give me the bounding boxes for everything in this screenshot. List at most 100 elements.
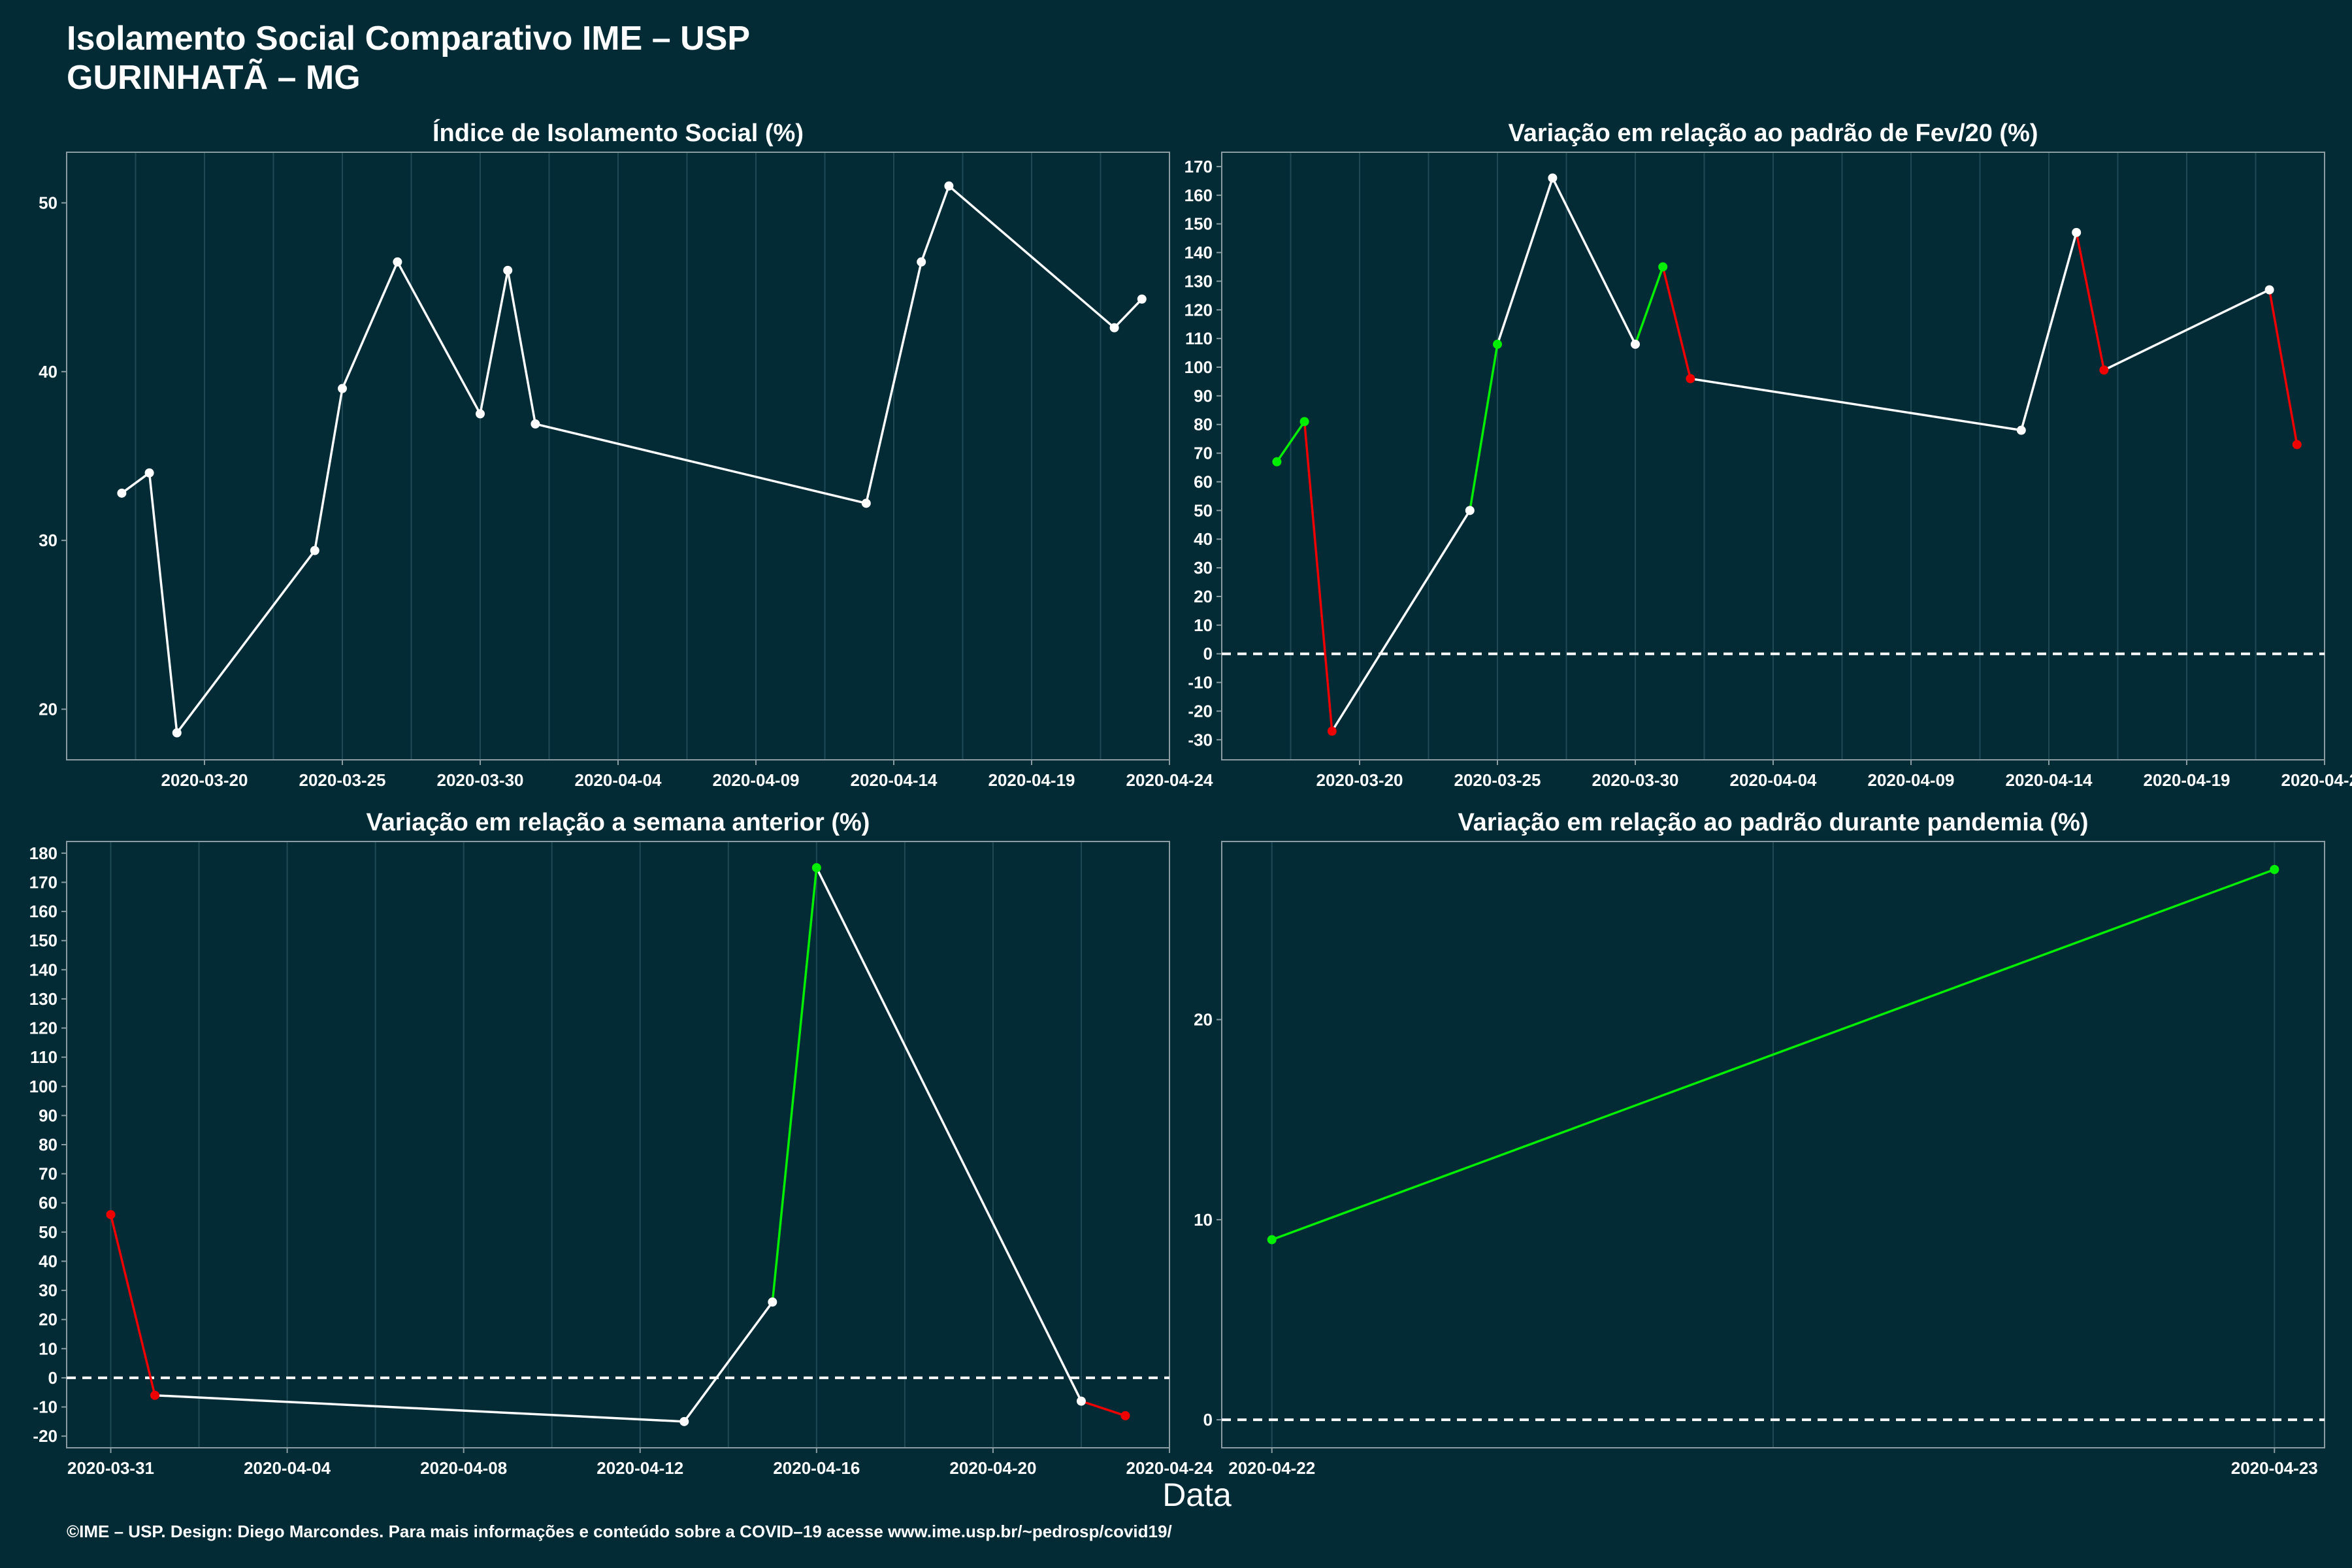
series-segment [1469,343,1499,512]
data-point [1267,1235,1277,1245]
y-tick-label: 120 [1184,300,1213,319]
x-tick-label: 2020-04-04 [244,1458,331,1478]
data-point [476,409,485,419]
data-point [1120,1411,1130,1420]
series-segment [2268,288,2298,446]
y-tick-label: 50 [39,1222,57,1242]
data-point [1272,457,1282,466]
y-tick-label: 170 [1184,157,1213,176]
y-tick-label: 70 [1194,444,1213,463]
y-tick-label: 170 [29,872,57,892]
series-segment [1496,176,1554,346]
x-tick-label: 2020-04-16 [773,1458,860,1478]
y-tick-label: 150 [1184,214,1213,234]
data-point [2264,285,2274,295]
y-tick-label: 90 [1194,386,1213,406]
x-tick-label: 2020-04-14 [851,770,938,790]
y-tick-label: 60 [1194,472,1213,491]
y-tick-label: 30 [39,1281,57,1300]
y-tick-label: -10 [1188,673,1213,693]
y-tick-label: 10 [1194,1210,1213,1230]
data-point [811,863,821,873]
data-point [944,181,954,191]
y-tick-label: 70 [39,1164,57,1184]
x-tick-label: 2020-04-24 [2281,770,2352,790]
data-point [1493,339,1502,349]
series-segment [1551,176,1637,346]
data-point [1631,339,1640,349]
chart-panel-fev20: Variação em relação ao padrão de Fev/20 … [1184,120,2352,790]
chart-panel-isolamento: Índice de Isolamento Social (%) 20 30 40 50 2… [39,118,1213,790]
x-axis-label: Data [1162,1477,1232,1513]
series-segment [396,261,482,416]
series-segment [109,1213,156,1397]
y-tick-label: 110 [30,1047,57,1067]
series-segment [683,1301,774,1423]
y-tick-label: 30 [1194,558,1213,578]
y-tick-label: 20 [39,700,57,719]
y-tick-label: 40 [1194,529,1213,549]
x-tick-label: 2020-04-24 [1126,770,1214,790]
series-segment [1275,420,1306,463]
y-tick-label: 20 [1194,587,1213,606]
data-point [144,468,154,478]
y-tick-label: 180 [29,843,57,863]
data-point [2099,365,2109,375]
series-segment [1331,509,1471,732]
series-segment [947,184,1116,329]
series-segment [920,184,951,263]
data-point [1137,294,1147,304]
y-tick-label: 100 [1184,357,1213,377]
y-tick-label: 140 [29,960,57,979]
panel-title: Variação em relação ao padrão durante pa… [1458,809,2088,836]
data-point [1109,323,1119,333]
y-tick-label: 40 [39,1251,57,1271]
x-tick-label: 2020-03-30 [1592,770,1679,790]
y-tick-label: 50 [39,193,57,213]
data-point [1658,262,1668,272]
data-point [310,546,319,555]
data-point [1465,506,1475,515]
y-tick-label: 10 [39,1339,57,1358]
x-tick-label: 2020-04-22 [1228,1458,1315,1478]
series-segment [1689,377,2023,432]
y-tick-label: 150 [29,931,57,951]
panel-title: Índice de Isolamento Social (%) [433,118,804,147]
series-segment [815,866,1083,1403]
data-point [679,1416,689,1426]
x-tick-label: 2020-04-08 [420,1458,507,1478]
y-tick-label: 130 [1184,271,1213,291]
data-point [393,257,402,267]
data-point [106,1210,116,1220]
x-tick-label: 2020-03-20 [161,770,248,790]
data-point [172,728,182,738]
data-point [1327,727,1337,736]
chart-panel-pandemia: Variação em relação ao padrão durante pa… [1194,809,2325,1478]
panel-title: Variação em relação ao padrão de Fev/20 … [1508,120,2038,147]
series-segment [1634,265,1664,346]
x-tick-label: 2020-04-04 [1730,770,1818,790]
x-tick-label: 2020-04-24 [1126,1458,1214,1478]
footer-credit: ©IME – USP. Design: Diego Marcondes. Par… [67,1522,1172,1541]
chart-panels: Índice de Isolamento Social (%) 20 30 40 50 2… [29,118,2352,1478]
y-tick-label: 60 [39,1193,57,1213]
x-tick-label: 2020-04-12 [596,1458,683,1478]
data-point [1299,417,1309,427]
y-tick-label: 0 [1203,1410,1213,1429]
y-tick-label: 130 [29,989,57,1009]
x-tick-label: 2020-03-31 [67,1458,154,1478]
y-tick-label: 0 [1203,644,1213,664]
data-point [338,384,347,393]
panel-border [1221,841,2325,1448]
y-tick-label: 160 [1184,186,1213,205]
x-tick-label: 2020-04-19 [988,770,1075,790]
data-point [150,1390,160,1400]
series-segment [1303,420,1333,732]
y-tick-label: 0 [48,1368,57,1388]
series-segment [479,269,509,416]
y-tick-label: -20 [33,1426,57,1446]
data-point [117,488,127,498]
series-segment [2102,288,2271,372]
data-point [2072,227,2082,237]
